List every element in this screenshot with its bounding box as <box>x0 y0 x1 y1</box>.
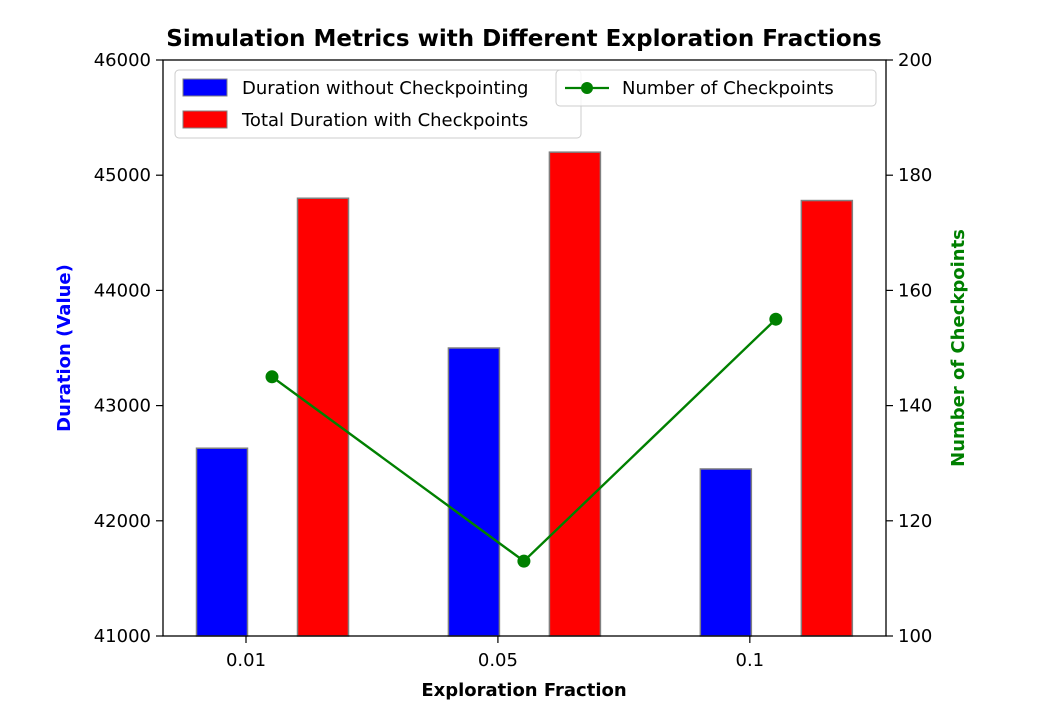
bar-duration-without-checkpointing-1 <box>447 347 501 637</box>
legend-label-number-of-checkpoints: Number of Checkpoints <box>622 78 834 99</box>
x-axis: 0.01 0.05 0.1 <box>226 636 764 671</box>
x-tick-label-1: 0.05 <box>478 650 518 671</box>
x-tick-label-0: 0.01 <box>226 650 266 671</box>
y-tick-label-5: 46000 <box>94 50 151 71</box>
point-number-of-checkpoints-0 <box>265 370 279 384</box>
bar-total-duration-with-checkpoints-1 <box>548 151 602 637</box>
y-tick-label-4: 45000 <box>94 165 151 186</box>
y2-tick-label-4: 180 <box>898 165 932 186</box>
plot-frame <box>162 59 887 637</box>
y2-tick-label-3: 160 <box>898 280 932 301</box>
y2-tick-label-5: 200 <box>898 50 932 71</box>
legend-swatch-total-duration-with-checkpoints <box>182 110 228 129</box>
left-axis: 41000 42000 43000 44000 45000 46000 <box>94 50 163 647</box>
point-number-of-checkpoints-1 <box>517 554 531 568</box>
point-number-of-checkpoints-2 <box>769 312 783 326</box>
bar-duration-without-checkpointing-0 <box>195 447 249 637</box>
legend-marker <box>581 82 593 94</box>
legend-label-duration-without-checkpointing: Duration without Checkpointing <box>242 78 528 99</box>
y2-axis-label: Number of Checkpoints <box>948 229 969 467</box>
chart-title: Simulation Metrics with Different Explor… <box>166 26 881 52</box>
plot-area <box>195 151 854 637</box>
bar-duration-without-checkpointing-2 <box>699 468 753 637</box>
y-axis-label: Duration (Value) <box>54 264 75 432</box>
x-tick-label-2: 0.1 <box>736 650 765 671</box>
y-tick-label-1: 42000 <box>94 511 151 532</box>
y-tick-label-2: 43000 <box>94 396 151 417</box>
y2-tick-label-0: 100 <box>898 626 932 647</box>
right-axis: 100 120 140 160 180 200 <box>886 50 932 647</box>
y2-tick-label-1: 120 <box>898 511 932 532</box>
legend-bars: Duration without Checkpointing Total Dur… <box>174 69 582 139</box>
y-tick-label-3: 44000 <box>94 280 151 301</box>
y-tick-label-0: 41000 <box>94 626 151 647</box>
legend-label-total-duration-with-checkpoints: Total Duration with Checkpoints <box>241 110 528 131</box>
legend-swatch-duration-without-checkpointing <box>182 78 228 97</box>
bar-total-duration-with-checkpoints-2 <box>800 199 854 637</box>
legend-line-box <box>555 69 877 107</box>
legend-line: Number of Checkpoints <box>555 69 877 107</box>
bar-total-duration-with-checkpoints-0 <box>296 197 350 637</box>
x-axis-label: Exploration Fraction <box>421 680 626 701</box>
y2-tick-label-2: 140 <box>898 396 932 417</box>
